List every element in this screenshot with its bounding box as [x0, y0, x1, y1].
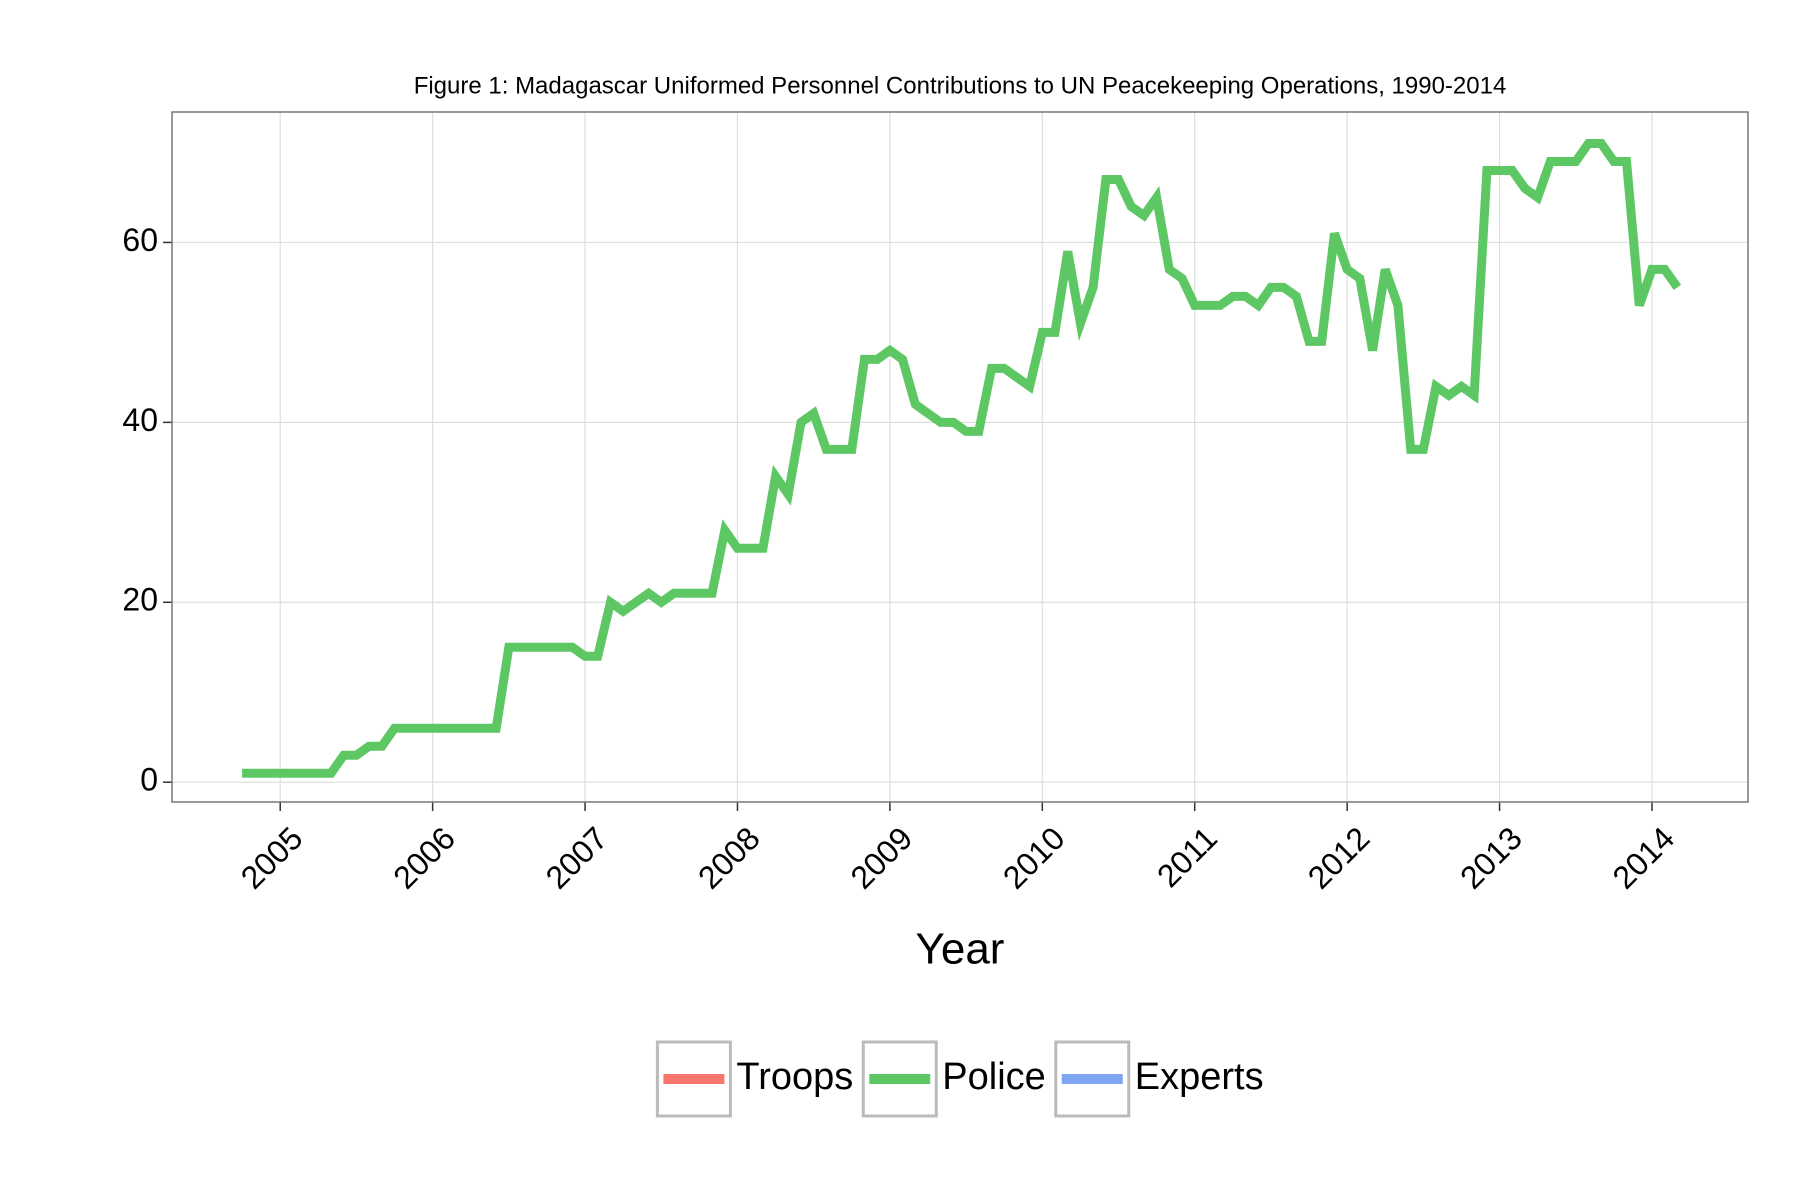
y-tick-label: 40 [122, 402, 158, 438]
x-axis-title: Year [916, 925, 1005, 974]
chart-title: Figure 1: Madagascar Uniformed Personnel… [414, 72, 1507, 99]
plot-border [171, 111, 1749, 803]
legend-label: Troops [736, 1056, 853, 1098]
y-tick-label: 0 [140, 762, 158, 798]
legend-label: Experts [1135, 1056, 1264, 1098]
legend-label: Police [942, 1056, 1046, 1098]
y-tick-label: 60 [122, 222, 158, 258]
legend: Troops Police Experts [655, 1040, 1264, 1118]
y-tick-label: 20 [122, 582, 158, 618]
line [242, 138, 1682, 778]
